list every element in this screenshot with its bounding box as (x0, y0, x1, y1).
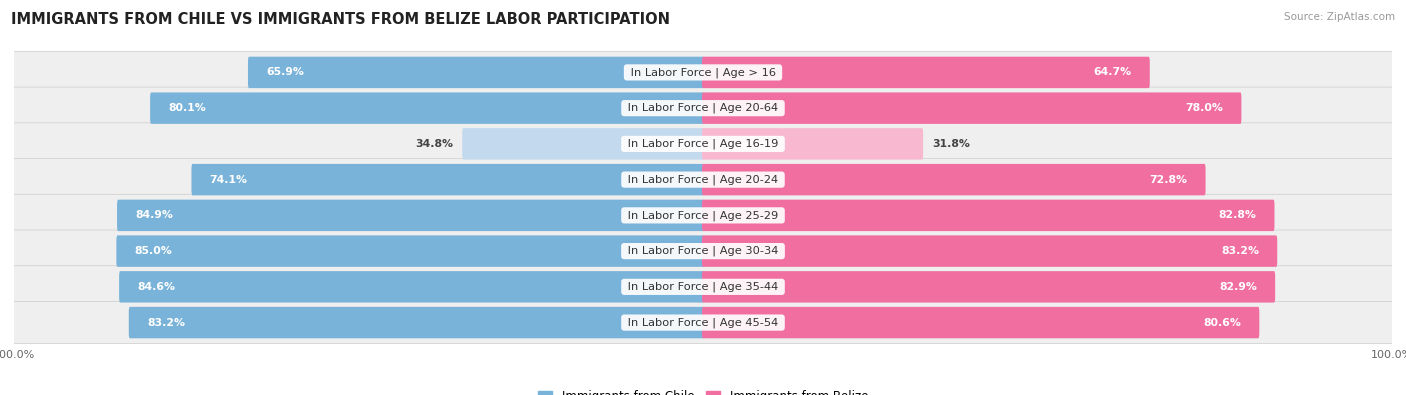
Text: 82.9%: 82.9% (1219, 282, 1257, 292)
FancyBboxPatch shape (13, 230, 1393, 272)
FancyBboxPatch shape (13, 123, 1393, 165)
Text: In Labor Force | Age 20-64: In Labor Force | Age 20-64 (624, 103, 782, 113)
Text: In Labor Force | Age 45-54: In Labor Force | Age 45-54 (624, 317, 782, 328)
FancyBboxPatch shape (13, 194, 1393, 237)
Text: In Labor Force | Age > 16: In Labor Force | Age > 16 (627, 67, 779, 78)
Text: 83.2%: 83.2% (1220, 246, 1258, 256)
Text: In Labor Force | Age 30-34: In Labor Force | Age 30-34 (624, 246, 782, 256)
FancyBboxPatch shape (702, 271, 1275, 303)
Legend: Immigrants from Chile, Immigrants from Belize: Immigrants from Chile, Immigrants from B… (533, 385, 873, 395)
Text: IMMIGRANTS FROM CHILE VS IMMIGRANTS FROM BELIZE LABOR PARTICIPATION: IMMIGRANTS FROM CHILE VS IMMIGRANTS FROM… (11, 12, 671, 27)
Text: 80.1%: 80.1% (169, 103, 207, 113)
FancyBboxPatch shape (463, 128, 704, 160)
FancyBboxPatch shape (13, 301, 1393, 344)
Text: 84.9%: 84.9% (135, 211, 173, 220)
Text: In Labor Force | Age 20-24: In Labor Force | Age 20-24 (624, 174, 782, 185)
FancyBboxPatch shape (702, 199, 1274, 231)
FancyBboxPatch shape (702, 235, 1277, 267)
Text: Source: ZipAtlas.com: Source: ZipAtlas.com (1284, 12, 1395, 22)
Text: In Labor Force | Age 25-29: In Labor Force | Age 25-29 (624, 210, 782, 221)
FancyBboxPatch shape (117, 235, 704, 267)
Text: 80.6%: 80.6% (1204, 318, 1241, 327)
FancyBboxPatch shape (702, 92, 1241, 124)
Text: 83.2%: 83.2% (148, 318, 186, 327)
Text: 84.6%: 84.6% (138, 282, 176, 292)
Text: 72.8%: 72.8% (1149, 175, 1187, 184)
FancyBboxPatch shape (13, 266, 1393, 308)
Text: 85.0%: 85.0% (135, 246, 173, 256)
Text: In Labor Force | Age 35-44: In Labor Force | Age 35-44 (624, 282, 782, 292)
FancyBboxPatch shape (702, 307, 1260, 338)
Text: 78.0%: 78.0% (1185, 103, 1223, 113)
Text: 64.7%: 64.7% (1094, 68, 1132, 77)
Text: 31.8%: 31.8% (932, 139, 970, 149)
FancyBboxPatch shape (247, 57, 704, 88)
FancyBboxPatch shape (191, 164, 704, 196)
Text: In Labor Force | Age 16-19: In Labor Force | Age 16-19 (624, 139, 782, 149)
FancyBboxPatch shape (129, 307, 704, 338)
FancyBboxPatch shape (702, 128, 924, 160)
Text: 65.9%: 65.9% (266, 68, 304, 77)
FancyBboxPatch shape (13, 87, 1393, 129)
FancyBboxPatch shape (150, 92, 704, 124)
FancyBboxPatch shape (117, 199, 704, 231)
FancyBboxPatch shape (702, 164, 1205, 196)
Text: 74.1%: 74.1% (209, 175, 247, 184)
FancyBboxPatch shape (13, 51, 1393, 94)
FancyBboxPatch shape (120, 271, 704, 303)
Text: 82.8%: 82.8% (1219, 211, 1256, 220)
FancyBboxPatch shape (702, 57, 1150, 88)
Text: 34.8%: 34.8% (415, 139, 453, 149)
FancyBboxPatch shape (13, 158, 1393, 201)
